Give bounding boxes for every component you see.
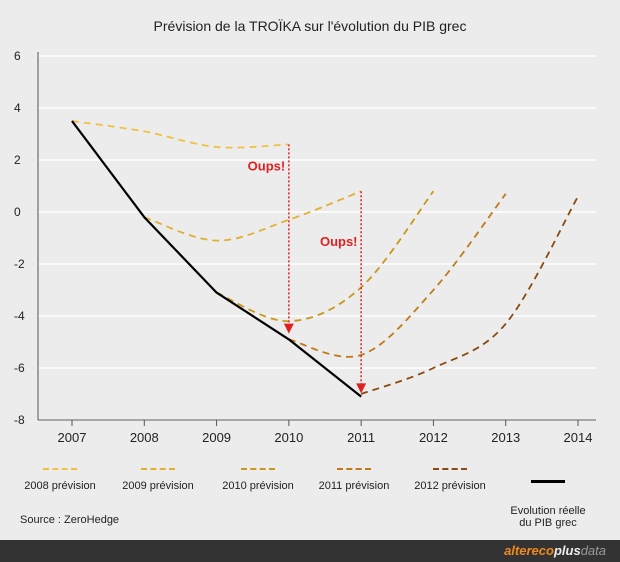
series-line-forecast <box>288 193 507 358</box>
legend-swatch <box>141 468 175 470</box>
drop-arrow-head <box>356 383 367 394</box>
x-tick-label: 2011 <box>347 430 375 445</box>
legend-label: 2010 prévision <box>222 480 294 492</box>
legend-label: 2009 prévision <box>122 480 194 492</box>
legend: 2008 prévision 2009 prévision 2010 prévi… <box>0 466 620 529</box>
footer-bar: alterecoplusdata <box>0 540 620 562</box>
x-tick-label: 2013 <box>491 430 520 445</box>
chart-title: Prévision de la TROÏKA sur l'évolution d… <box>153 18 467 34</box>
y-tick-label: -6 <box>14 361 25 375</box>
legend-label: 2012 prévision <box>414 480 486 492</box>
annotation-label: Oups! <box>248 158 286 173</box>
legend-item-actual: Evolution réelle du PIB grec <box>498 466 598 529</box>
y-tick-label: 6 <box>14 49 21 63</box>
x-tick-label: 2009 <box>202 430 231 445</box>
x-tick-label: 2007 <box>58 430 87 445</box>
x-tick-label: 2010 <box>274 430 303 445</box>
y-tick-label: -8 <box>14 413 25 427</box>
legend-label: Evolution réelle du PIB grec <box>510 505 586 529</box>
brand-logo: alterecoplusdata <box>504 543 606 558</box>
legend-item-2008: 2008 prévision <box>20 466 100 492</box>
series-line-forecast <box>216 190 435 323</box>
legend-item-2012: 2012 prévision <box>404 466 496 492</box>
y-tick-label: 2 <box>14 153 21 167</box>
drop-arrow-head <box>283 323 294 334</box>
x-tick-label: 2012 <box>419 430 448 445</box>
series-line-actual <box>71 120 362 398</box>
legend-item-2010: 2010 prévision <box>212 466 304 492</box>
annotation-label: Oups! <box>320 234 358 249</box>
series-line-forecast <box>360 195 579 395</box>
series-line-forecast <box>71 120 289 149</box>
legend-swatch <box>433 468 467 470</box>
y-tick-label: 4 <box>14 101 21 115</box>
legend-item-2009: 2009 prévision <box>112 466 204 492</box>
legend-label: 2011 prévision <box>318 480 390 492</box>
legend-swatch <box>43 468 77 470</box>
y-tick-label: -4 <box>14 309 25 323</box>
source-note: Source : ZeroHedge <box>20 514 120 526</box>
y-tick-label: 0 <box>14 205 21 219</box>
series-line-forecast <box>144 190 362 242</box>
legend-swatch <box>531 480 565 483</box>
y-tick-label: -2 <box>14 257 25 271</box>
legend-label: 2008 prévision <box>24 480 96 492</box>
legend-item-2011: 2011 prévision <box>308 466 400 492</box>
legend-swatch <box>241 468 275 470</box>
line-chart: 6 4 2 0 -2 -4 -6 -8 2007 2008 2009 2010 2011 2012 2013… <box>14 49 596 445</box>
legend-swatch <box>337 468 371 470</box>
x-tick-label: 2008 <box>130 430 159 445</box>
x-tick-label: 2014 <box>564 430 593 445</box>
